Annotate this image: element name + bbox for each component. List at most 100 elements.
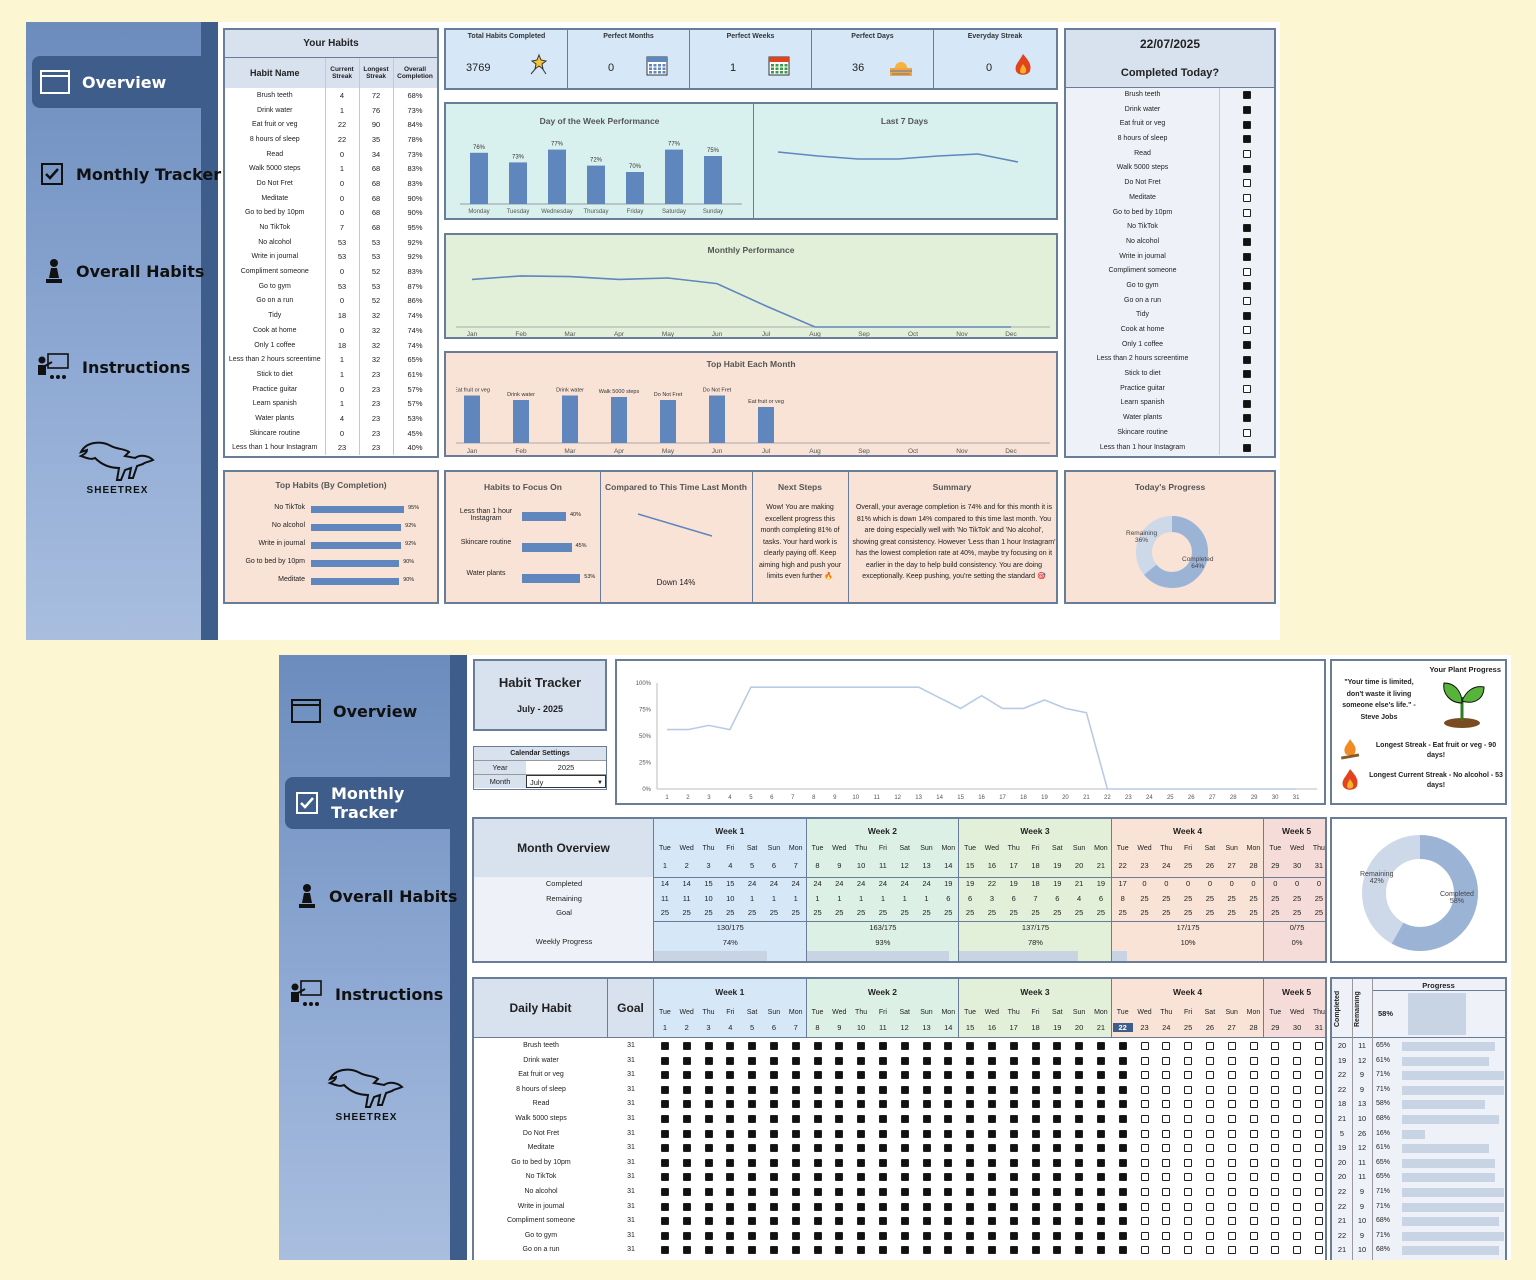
habit-checkbox[interactable]	[1249, 1056, 1258, 1065]
habit-checkbox[interactable]	[988, 1217, 996, 1226]
habit-checkbox[interactable]	[922, 1100, 931, 1109]
habit-checkbox[interactable]	[1118, 1115, 1127, 1123]
habit-checkbox[interactable]	[682, 1144, 691, 1153]
habit-checkbox[interactable]	[835, 1071, 844, 1080]
today-checkbox[interactable]	[1243, 414, 1251, 423]
habit-checkbox[interactable]	[857, 1042, 866, 1050]
habit-checkbox[interactable]	[791, 1231, 800, 1240]
habit-checkbox[interactable]	[770, 1202, 778, 1211]
today-checkbox[interactable]	[1243, 443, 1251, 452]
habit-checkbox[interactable]	[1249, 1173, 1258, 1182]
habit-checkbox[interactable]	[879, 1202, 887, 1211]
habit-checkbox[interactable]	[726, 1158, 735, 1167]
habit-checkbox[interactable]	[966, 1217, 975, 1226]
habit-checkbox[interactable]	[1249, 1217, 1258, 1226]
habit-checkbox[interactable]	[1315, 1173, 1323, 1182]
habit-checkbox[interactable]	[1009, 1100, 1018, 1109]
habit-checkbox[interactable]	[1293, 1202, 1302, 1211]
habit-checkbox[interactable]	[857, 1056, 866, 1065]
habit-checkbox[interactable]	[1227, 1188, 1236, 1196]
habit-checkbox[interactable]	[1140, 1173, 1149, 1182]
habit-checkbox[interactable]	[704, 1173, 713, 1182]
habit-checkbox[interactable]	[1206, 1188, 1214, 1196]
habit-checkbox[interactable]	[1271, 1144, 1280, 1153]
habit-checkbox[interactable]	[1293, 1188, 1302, 1196]
habit-checkbox[interactable]	[770, 1246, 778, 1255]
habit-checkbox[interactable]	[770, 1158, 778, 1167]
habit-checkbox[interactable]	[1053, 1144, 1062, 1153]
habit-checkbox[interactable]	[857, 1173, 866, 1182]
habit-checkbox[interactable]	[1075, 1202, 1084, 1211]
habit-checkbox[interactable]	[900, 1246, 909, 1255]
habit-checkbox[interactable]	[857, 1129, 866, 1138]
habit-checkbox[interactable]	[944, 1202, 953, 1211]
habit-checkbox[interactable]	[1097, 1144, 1105, 1153]
habit-checkbox[interactable]	[1031, 1188, 1040, 1196]
habit-checkbox[interactable]	[661, 1100, 669, 1109]
today-checkbox[interactable]	[1243, 267, 1251, 276]
habit-checkbox[interactable]	[835, 1085, 844, 1094]
habit-checkbox[interactable]	[1227, 1246, 1236, 1255]
habit-checkbox[interactable]	[1315, 1129, 1323, 1138]
habit-checkbox[interactable]	[1075, 1115, 1084, 1123]
habit-checkbox[interactable]	[704, 1188, 713, 1196]
habit-checkbox[interactable]	[1315, 1115, 1323, 1123]
habit-checkbox[interactable]	[966, 1129, 975, 1138]
habit-checkbox[interactable]	[748, 1129, 757, 1138]
habit-checkbox[interactable]	[791, 1173, 800, 1182]
habit-checkbox[interactable]	[726, 1071, 735, 1080]
habit-checkbox[interactable]	[1271, 1100, 1280, 1109]
habit-checkbox[interactable]	[1249, 1188, 1258, 1196]
habit-checkbox[interactable]	[1315, 1217, 1323, 1226]
habit-checkbox[interactable]	[1009, 1158, 1018, 1167]
habit-checkbox[interactable]	[1140, 1100, 1149, 1109]
habit-checkbox[interactable]	[682, 1231, 691, 1240]
habit-checkbox[interactable]	[988, 1144, 996, 1153]
habit-checkbox[interactable]	[1031, 1085, 1040, 1094]
habit-checkbox[interactable]	[1118, 1129, 1127, 1138]
habit-checkbox[interactable]	[704, 1042, 713, 1050]
habit-checkbox[interactable]	[1053, 1129, 1062, 1138]
habit-checkbox[interactable]	[1184, 1188, 1193, 1196]
habit-checkbox[interactable]	[879, 1115, 887, 1123]
habit-checkbox[interactable]	[1075, 1158, 1084, 1167]
habit-checkbox[interactable]	[1184, 1231, 1193, 1240]
habit-checkbox[interactable]	[1009, 1085, 1018, 1094]
habit-checkbox[interactable]	[813, 1042, 822, 1050]
habit-checkbox[interactable]	[900, 1056, 909, 1065]
habit-checkbox[interactable]	[988, 1056, 996, 1065]
nav-overall-habits[interactable]: Overall Habits	[297, 883, 457, 909]
habit-checkbox[interactable]	[661, 1158, 669, 1167]
habit-checkbox[interactable]	[944, 1129, 953, 1138]
habit-checkbox[interactable]	[835, 1115, 844, 1123]
habit-checkbox[interactable]	[813, 1231, 822, 1240]
today-checkbox[interactable]	[1243, 311, 1251, 320]
habit-checkbox[interactable]	[748, 1231, 757, 1240]
habit-checkbox[interactable]	[1293, 1071, 1302, 1080]
habit-checkbox[interactable]	[988, 1246, 996, 1255]
habit-checkbox[interactable]	[1184, 1173, 1193, 1182]
habit-checkbox[interactable]	[988, 1042, 996, 1050]
habit-checkbox[interactable]	[1249, 1129, 1258, 1138]
habit-checkbox[interactable]	[1206, 1246, 1214, 1255]
habit-checkbox[interactable]	[988, 1188, 996, 1196]
habit-checkbox[interactable]	[1184, 1158, 1193, 1167]
habit-checkbox[interactable]	[1118, 1144, 1127, 1153]
habit-checkbox[interactable]	[1009, 1231, 1018, 1240]
today-checkbox[interactable]	[1243, 238, 1251, 247]
habit-checkbox[interactable]	[661, 1129, 669, 1138]
habit-checkbox[interactable]	[748, 1217, 757, 1226]
habit-checkbox[interactable]	[1162, 1202, 1171, 1211]
habit-checkbox[interactable]	[1293, 1085, 1302, 1094]
habit-checkbox[interactable]	[900, 1217, 909, 1226]
habit-checkbox[interactable]	[1249, 1246, 1258, 1255]
habit-checkbox[interactable]	[770, 1100, 778, 1109]
habit-checkbox[interactable]	[813, 1115, 822, 1123]
today-checkbox[interactable]	[1243, 385, 1251, 394]
habit-checkbox[interactable]	[879, 1217, 887, 1226]
habit-checkbox[interactable]	[726, 1202, 735, 1211]
today-checkbox[interactable]	[1243, 135, 1251, 144]
habit-checkbox[interactable]	[1206, 1217, 1214, 1226]
habit-checkbox[interactable]	[922, 1085, 931, 1094]
habit-checkbox[interactable]	[1097, 1100, 1105, 1109]
